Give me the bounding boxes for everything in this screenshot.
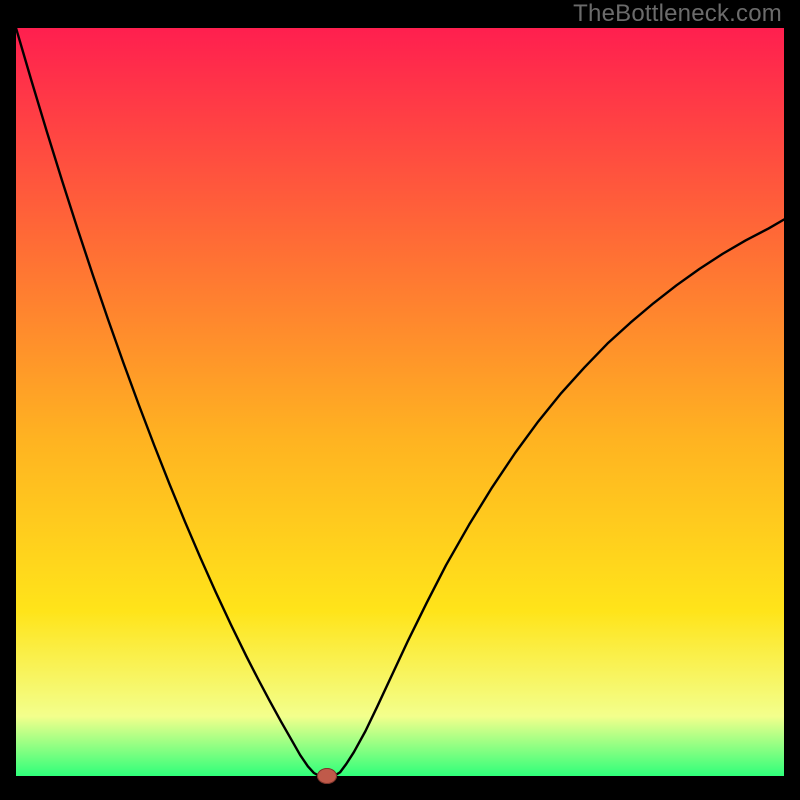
optimum-marker: [317, 768, 337, 784]
bottleneck-curve: [16, 28, 784, 776]
plot-area: [16, 28, 784, 776]
watermark-text: TheBottleneck.com: [573, 0, 782, 28]
chart-frame: TheBottleneck.com: [0, 0, 800, 800]
